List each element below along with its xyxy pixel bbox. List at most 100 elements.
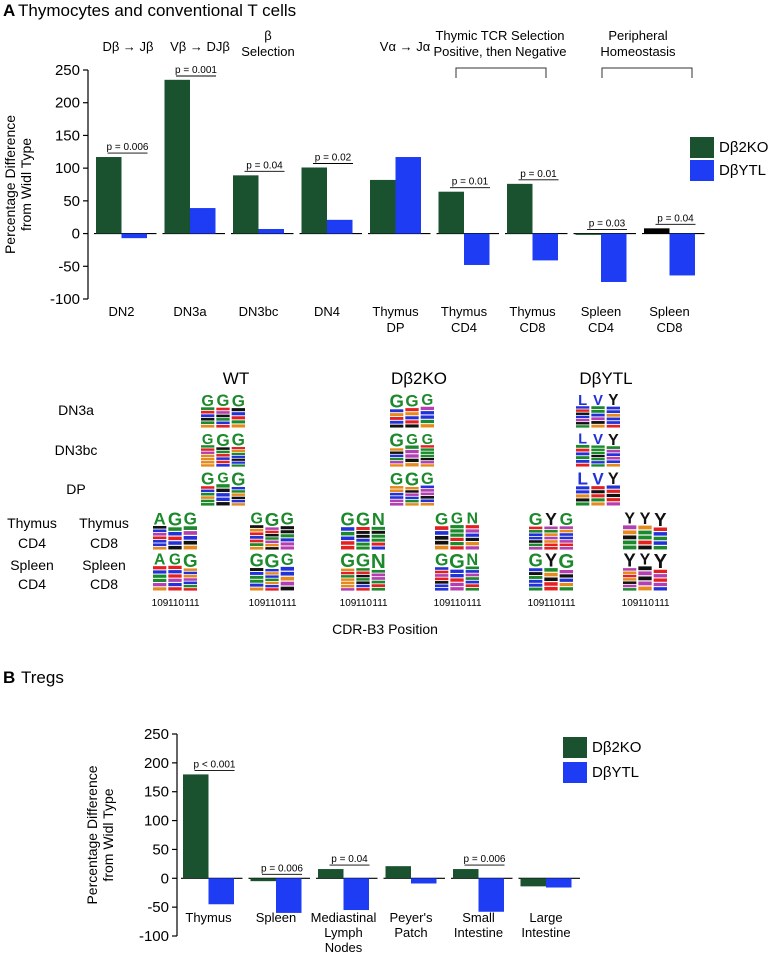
logo-stack-cell xyxy=(623,540,637,545)
logo-stack-cell xyxy=(576,422,590,425)
logo-stack-cell xyxy=(591,406,605,410)
logo-stack-cell xyxy=(371,538,385,542)
logo-stack-cell xyxy=(591,490,605,494)
logo-stack-cell xyxy=(265,527,279,530)
logo-stack-cell xyxy=(529,547,543,550)
logo-stack-cell xyxy=(341,581,355,585)
logo-stack-cell xyxy=(529,587,543,591)
logo-stack-cell xyxy=(265,568,279,572)
chart-a-bar-ytl-6 xyxy=(532,233,558,261)
chart-a-bar-ytl-7 xyxy=(601,233,627,282)
logo-stack-cell xyxy=(435,570,449,574)
logo-row-label-thymus-left: Thymus xyxy=(7,515,57,531)
chart-a-category-label: CD8 xyxy=(519,320,545,335)
logo-stack-cell xyxy=(201,451,215,454)
logo-stack-cell xyxy=(606,413,620,417)
logo-stack-cell xyxy=(265,530,279,534)
chart-b-y-tick-label: 200 xyxy=(144,755,169,772)
logo-position-label: 109 xyxy=(340,598,357,609)
logo-stack-cell xyxy=(153,539,167,543)
logo-stack-cell xyxy=(341,588,355,591)
chart-a-y-tick-label: 100 xyxy=(55,160,80,177)
chart-b-category-label: Lymph xyxy=(324,925,363,940)
chart-a-y-tick-label: 50 xyxy=(63,193,80,210)
chart-a-y-tick-label: 200 xyxy=(55,95,80,112)
logo-row-label-cd8-bottom: CD8 xyxy=(90,576,118,592)
logo-stack-cell xyxy=(591,417,605,421)
logo-stack-cell xyxy=(653,578,667,582)
logo-glyph: Y xyxy=(640,510,651,528)
logo-stack-cell xyxy=(653,582,667,587)
logo-stack-cell xyxy=(623,545,637,550)
chart-a-bar-ytl-0 xyxy=(121,233,147,239)
logo-glyph: V xyxy=(593,393,603,409)
logo-stack-cell xyxy=(559,587,573,591)
logo-row-label-spleen-left: Spleen xyxy=(10,557,54,573)
logo-stack-cell xyxy=(390,499,404,503)
logo-stack-cell xyxy=(201,414,215,418)
logo-stack-cell xyxy=(216,460,230,464)
logo-stack-cell xyxy=(183,578,197,581)
chart-a-pvalue-label: p = 0.001 xyxy=(175,65,217,76)
logo-stack-cell xyxy=(371,542,385,546)
logo-stack-cell xyxy=(653,569,667,574)
logo-stack-cell xyxy=(153,525,167,529)
chart-a-category-label: Thymus xyxy=(509,304,556,319)
chart-a-category-label: Thymus xyxy=(372,304,419,319)
logo-stack-cell xyxy=(606,463,620,467)
logo-stack-cell xyxy=(559,533,573,536)
logo-stack-cell xyxy=(606,493,620,498)
logo-glyph: Y xyxy=(654,509,667,530)
logo-stack-cell xyxy=(390,496,404,499)
logo-glyph: G xyxy=(201,469,214,489)
chart-a-category-label: DN4 xyxy=(314,304,340,319)
legend-a-label-ko: Dβ2KO xyxy=(719,139,768,156)
logo-stack-cell xyxy=(356,538,370,542)
logo-stack-cell xyxy=(231,455,245,458)
logo-stack-cell xyxy=(216,454,230,457)
logo-stack-cell xyxy=(231,452,245,456)
logo-stack-cell xyxy=(371,584,385,587)
logo-stack-cell xyxy=(591,445,605,448)
logo-stack-cell xyxy=(183,584,197,588)
logo-stack-cell xyxy=(280,581,294,586)
logo-stack-cell xyxy=(559,526,573,529)
chart-b-pvalue-label: p = 0.04 xyxy=(331,854,368,865)
logo-stack-cell xyxy=(390,451,404,454)
logo-position-label: 109 xyxy=(528,598,545,609)
logo-stack-cell xyxy=(623,578,637,581)
logo-stack-cell xyxy=(201,499,215,503)
logo-stack-cell xyxy=(606,421,620,424)
stage-label-va-ja: Vα → Jα xyxy=(380,39,431,54)
logo-stack-cell xyxy=(576,418,590,422)
logo-stack-cell xyxy=(216,424,230,428)
logo-glyph: Y xyxy=(654,551,668,573)
chart-b-pvalue-label: p < 0.001 xyxy=(194,759,236,770)
logo-stack-cell xyxy=(465,580,479,584)
logo-stack-cell xyxy=(371,526,385,530)
logo-stack-cell xyxy=(653,574,667,578)
chart-b-y-tick-label: 50 xyxy=(152,841,169,858)
logo-stack-cell xyxy=(265,584,279,588)
logo-stack-cell xyxy=(390,420,404,424)
logo-position-label: 109 xyxy=(249,598,266,609)
stage-label-vb-djb: Vβ → DJβ xyxy=(170,39,230,54)
logo-stack-cell xyxy=(168,578,182,582)
logo-stack-cell xyxy=(231,424,245,428)
logo-stack-cell xyxy=(405,458,419,463)
logo-stack-cell xyxy=(405,408,419,412)
logo-glyph: G xyxy=(356,509,370,529)
chart-a-category-label: Thymus xyxy=(441,304,488,319)
logo-stack-cell xyxy=(201,461,215,464)
logo-column-title-wt: WT xyxy=(223,369,249,388)
logo-stack-cell xyxy=(341,536,355,541)
logo-stack-cell xyxy=(250,546,264,550)
logo-glyph: Y xyxy=(545,550,557,570)
logo-stack-cell xyxy=(450,582,464,587)
logo-stack-cell xyxy=(435,545,449,550)
logo-stack-cell xyxy=(450,533,464,537)
logo-stack-cell xyxy=(201,503,215,506)
logo-glyph: G xyxy=(451,511,463,528)
